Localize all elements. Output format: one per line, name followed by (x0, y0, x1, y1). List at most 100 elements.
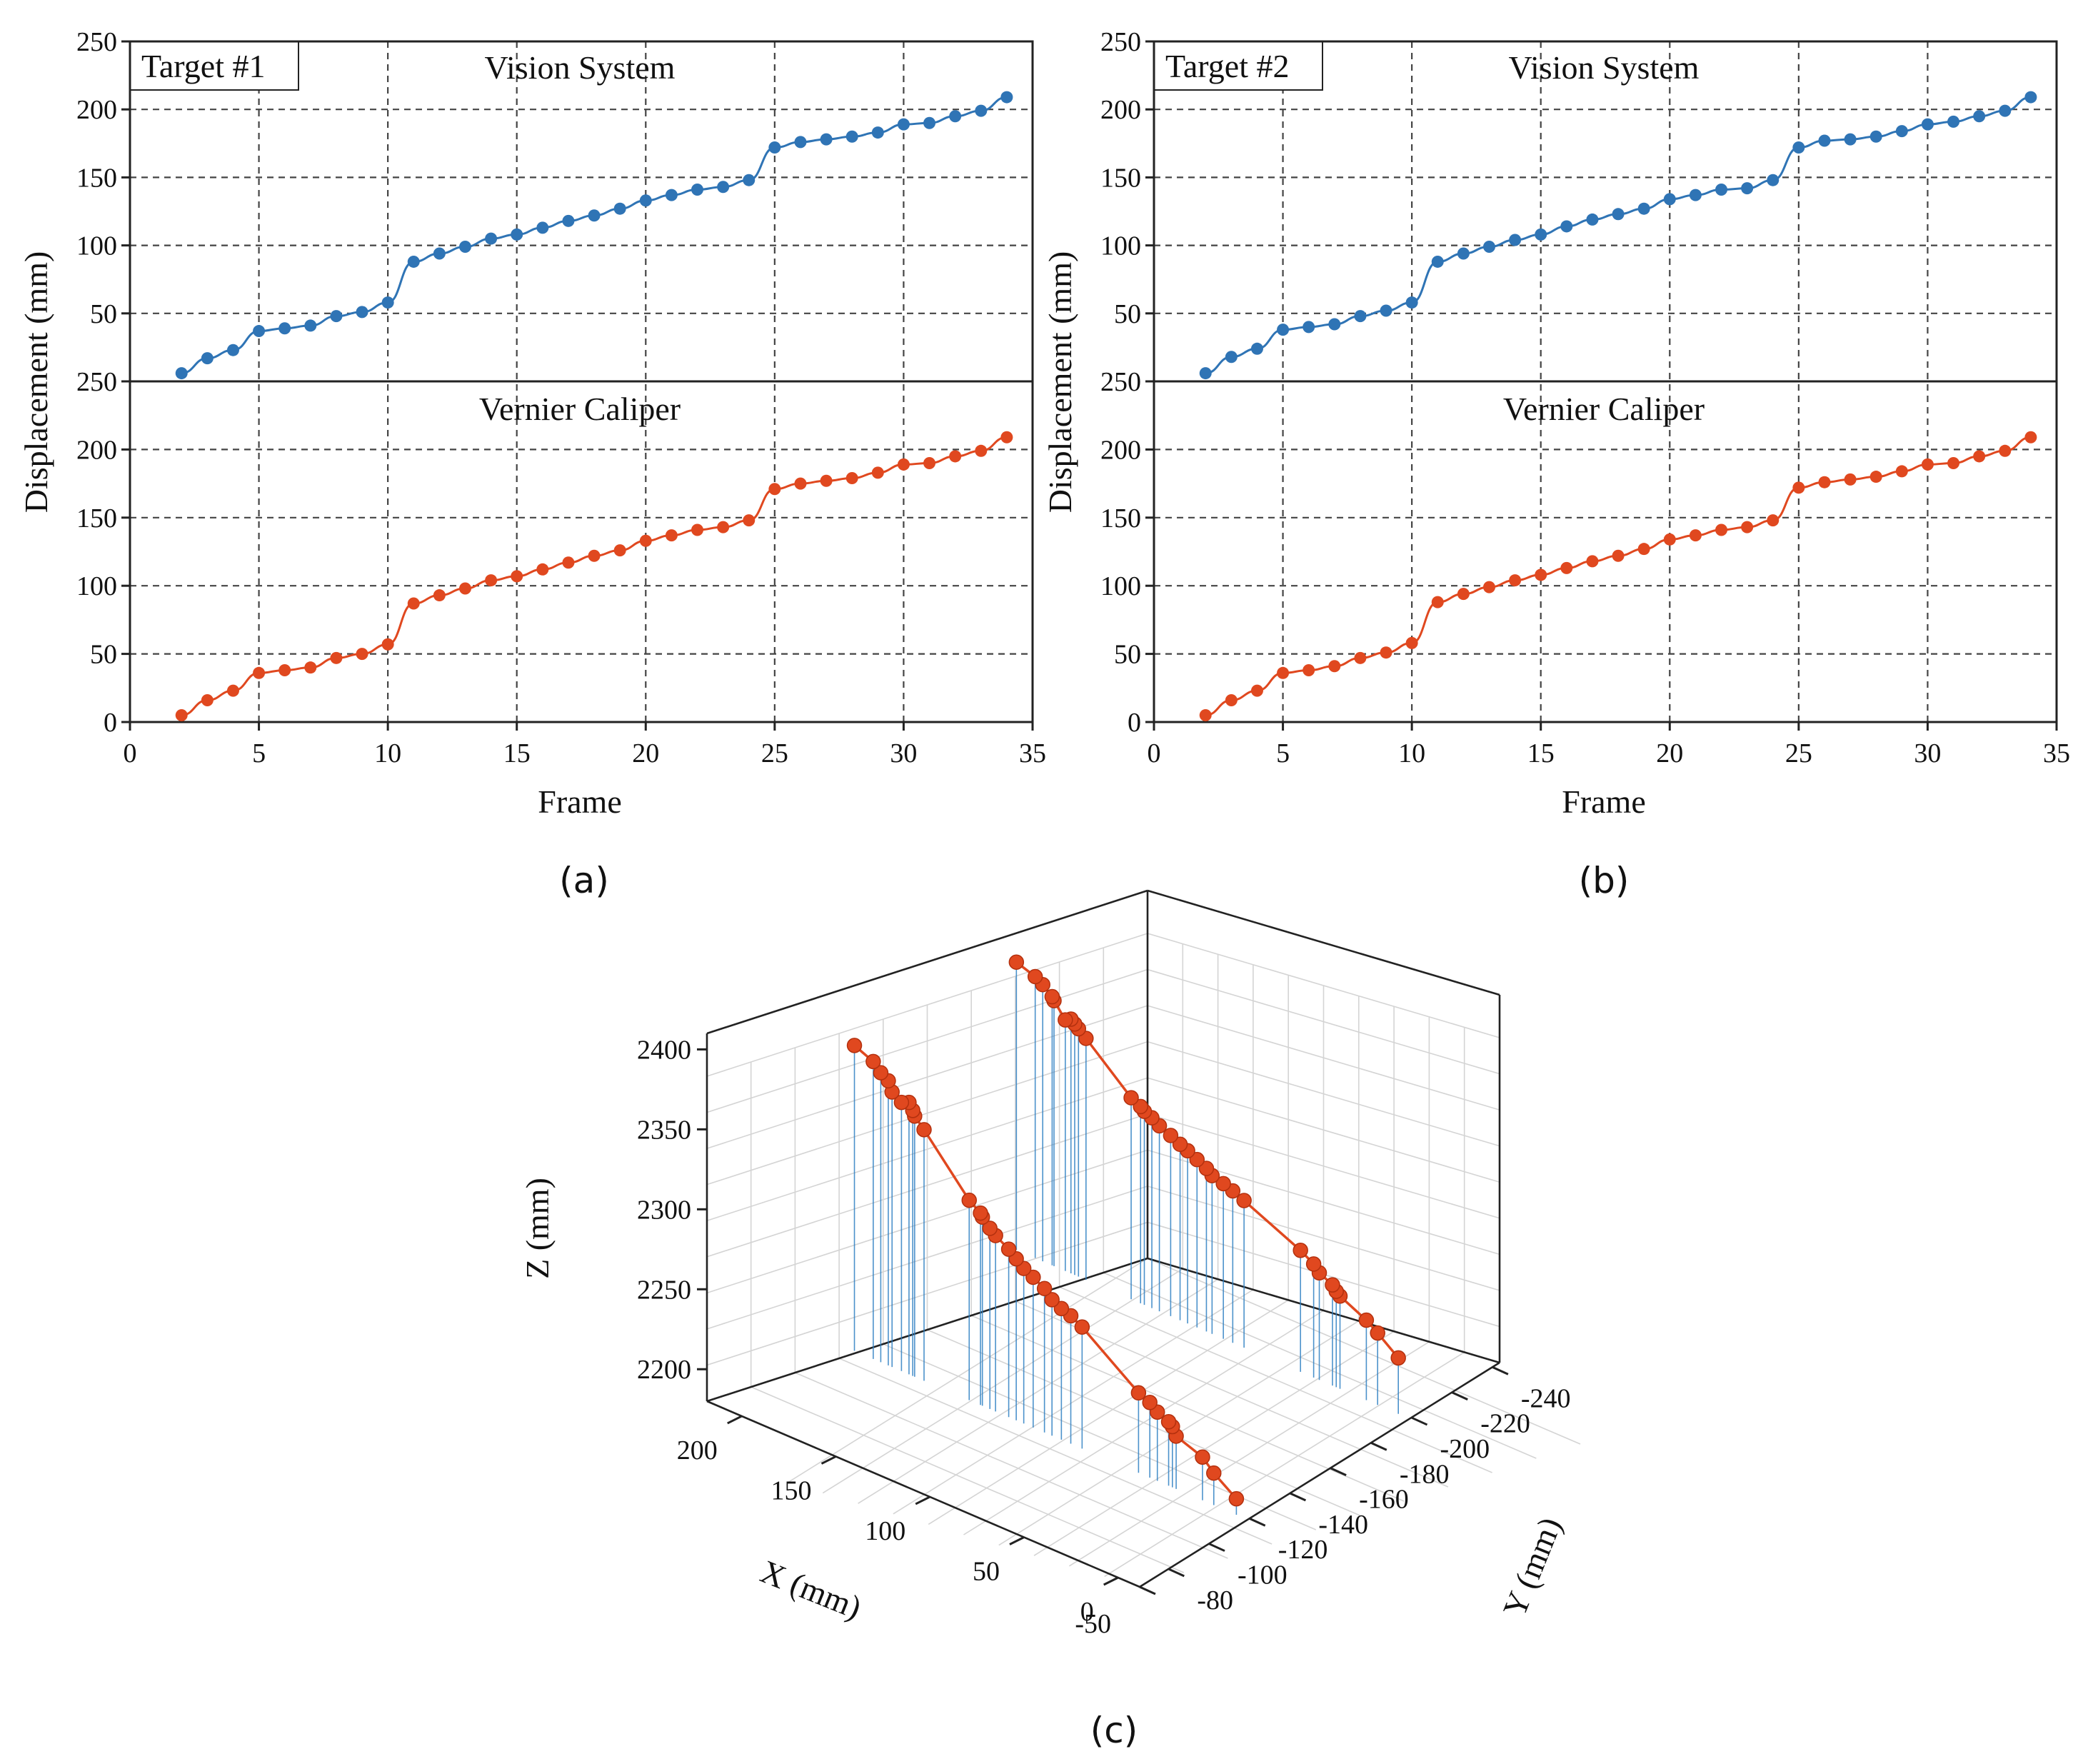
panel-b-ylabel: Displacement (mm) (1042, 251, 1078, 513)
panel-a-caliper-point-9 (407, 597, 420, 610)
panel-c-series-1-drops (853, 1045, 1238, 1515)
panel-a-caliper-point-13 (511, 570, 523, 583)
panel-c-series-1-point-30 (873, 1065, 889, 1081)
panel-b-vision-point-31 (1999, 104, 2012, 117)
panel-b-caliper-point-3 (1277, 666, 1290, 679)
panel-b-grid (1154, 41, 2057, 722)
panel-c-series-1-point-14 (1025, 1269, 1041, 1286)
panel-c-rightwall-hgrid-5 (1147, 1077, 1500, 1183)
panel-c-series-1-point-9 (1074, 1319, 1090, 1335)
panel-c-rightwall-hgrid-8 (1147, 968, 1500, 1075)
panel-c-xtick-label-3: 150 (771, 1475, 811, 1505)
panel-b-caliper-point-16 (1612, 549, 1625, 562)
panel-b-xlabel: Frame (1562, 783, 1646, 820)
panel-a-caliper-point-3 (253, 666, 266, 679)
panel-a-vision-point-28 (897, 118, 910, 131)
panel-b-vision-point-9 (1431, 255, 1444, 268)
panel-b-vision-point-13 (1535, 228, 1547, 241)
panel-c-series-1-point-1 (1206, 1465, 1222, 1481)
panel-b-caliper-point-21 (1741, 521, 1754, 533)
panel-b-upper-title: Vision System (1509, 49, 1700, 86)
panel-a-xtick-label-0: 0 (124, 738, 137, 768)
panel-c-floor-gridA-7 (838, 1358, 1273, 1545)
panel-a-caliper-point-4 (278, 663, 291, 676)
panel-c-ytick-9 (1492, 1365, 1509, 1375)
panel-b-caliper-point-25 (1844, 473, 1857, 486)
panel-b-vision-point-16 (1612, 208, 1625, 221)
panel-a-upper-ytick-label-1: 100 (76, 231, 117, 261)
panel-a-vision-point-20 (691, 184, 704, 196)
panel-a-vision-point-27 (871, 126, 884, 139)
panel-a-caliper-point-6 (330, 651, 343, 664)
panel-c-ytick-4 (1289, 1492, 1307, 1502)
panel-c-series-1-point-17 (1000, 1241, 1017, 1257)
panel-a-caliper-point-25 (820, 474, 833, 487)
panel-c-xtick-label-2: 100 (865, 1516, 905, 1546)
panel-c-floor-gridB-5 (963, 1310, 1324, 1535)
panel-b-legend-box (1153, 41, 1323, 91)
panel-b-caliper-point-15 (1586, 555, 1599, 568)
panel-c-floor-gridB-0 (787, 1258, 1148, 1483)
panel-c-ytick-6 (1370, 1441, 1387, 1451)
panel-a-xtick-label-2: 10 (374, 738, 401, 768)
panel-c-series-0-drops (1015, 962, 1399, 1414)
panel-b-xtick-label-6: 30 (1914, 738, 1941, 768)
panel-a-vision-point-2 (226, 344, 239, 356)
panel-c-yaxis (1139, 1361, 1500, 1588)
panel-b-vision-point-18 (1663, 193, 1676, 206)
panel-a-vision-point-3 (253, 325, 266, 338)
panel-b-caliper-point-18 (1663, 533, 1676, 546)
panel-b-lower-title: Vernier Caliper (1503, 391, 1705, 427)
panel-a-caliper-point-10 (433, 589, 446, 602)
panel-b-caliper-point-14 (1560, 561, 1573, 574)
panel-a-vision-point-8 (381, 296, 394, 309)
panel-c-ytick-label-3: -120 (1278, 1535, 1328, 1565)
panel-c-rightwall-hgrid-6 (1147, 1041, 1500, 1147)
panel-c-floor-back-left (706, 1257, 1148, 1403)
panel-b-caliper-point-31 (1999, 444, 2012, 457)
panel-c-series-0-point-27 (1058, 1012, 1073, 1028)
panel-c-leftwall-hgrid-6 (706, 1041, 1148, 1186)
panel-a-caliper-point-30 (949, 450, 962, 463)
panel-b-caliper-point-0 (1199, 708, 1212, 721)
panel-a-xtick-label-3: 15 (503, 738, 531, 768)
panel-a-lower-title: Vernier Caliper (479, 391, 681, 427)
panel-c-ytick-7 (1410, 1416, 1428, 1426)
panel-b-xtick-label-4: 20 (1656, 738, 1683, 768)
panel-c-series-0-point-11 (1215, 1176, 1231, 1192)
panel-c-leftwall-hgrid-5 (706, 1077, 1148, 1221)
panel-a-caliper-point-21 (717, 521, 730, 533)
panel-a-caliper-point-19 (665, 529, 678, 542)
panel-c-series-0-point-8 (1293, 1243, 1308, 1258)
panel-a-vision-point-0 (175, 367, 188, 380)
panel-a-vision-point-14 (536, 221, 549, 234)
panel-a-vision-point-21 (717, 181, 730, 194)
panel-a-caliper-point-29 (923, 456, 936, 469)
panel-c-ztick-label-2: 2300 (637, 1195, 691, 1225)
panel-a-legend-box (129, 41, 299, 91)
panel-b-vision-point-2 (1250, 342, 1263, 355)
panel-b-vision-point-25 (1844, 133, 1857, 146)
panel-c-series-1-point-32 (846, 1038, 863, 1053)
panel-c-rightwall-hgrid-4 (1147, 1113, 1500, 1219)
panel-a-caliper-point-2 (226, 684, 239, 697)
panel-c-series-1-point-19 (982, 1221, 998, 1236)
panel-c-series-0-point-32 (1008, 954, 1025, 970)
panel-c-series-0-point-13 (1198, 1161, 1215, 1176)
panel-a-vision-point-31 (975, 104, 988, 117)
panel-a-caliper-point-20 (691, 523, 704, 536)
panel-a-xtick-label-6: 30 (890, 738, 917, 768)
panel-a-vision-point-9 (407, 255, 420, 268)
panel-a-caliper-point-5 (304, 661, 317, 674)
panel-a-caliper-point-24 (794, 477, 807, 490)
panel-b-xtick-label-5: 25 (1785, 738, 1812, 768)
panel-b-caliper-line (1205, 436, 2032, 716)
panel-c-floor-gridB-2 (858, 1278, 1219, 1504)
panel-c-series-1-point-2 (1195, 1449, 1210, 1465)
panel-c-ytick-label-4: -140 (1318, 1510, 1368, 1540)
panel-b-vision-point-29 (1947, 115, 1960, 128)
panel-b-caliper-point-11 (1482, 581, 1495, 593)
panel-a-caliper-line (181, 436, 1008, 716)
panel-a-caliper-point-7 (356, 648, 368, 661)
panel-a-vision-point-5 (304, 319, 317, 332)
